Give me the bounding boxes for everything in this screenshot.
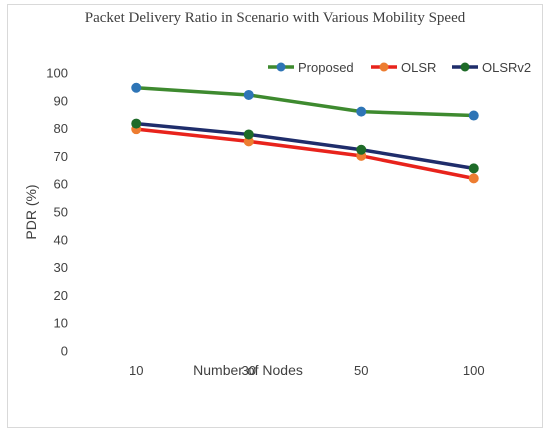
x-tick-label: 100 bbox=[463, 363, 485, 378]
legend-label-proposed: Proposed bbox=[298, 60, 354, 75]
legend-label-olsrv2: OLSRv2 bbox=[482, 60, 531, 75]
data-point-olsrv2 bbox=[131, 118, 142, 129]
legend-marker-olsrv2 bbox=[460, 62, 470, 72]
series-line-olsrv2 bbox=[134, 121, 476, 171]
y-tick-label: 90 bbox=[54, 93, 68, 108]
y-axis-ticks: 0 10 20 30 40 50 60 70 80 90 100 bbox=[46, 66, 68, 359]
y-tick-label: 50 bbox=[54, 205, 68, 220]
y-tick-label: 100 bbox=[46, 66, 68, 81]
chart-title: Packet Delivery Ratio in Scenario with V… bbox=[84, 10, 466, 26]
data-point-proposed bbox=[356, 106, 367, 117]
x-tick-label: 30 bbox=[242, 363, 256, 378]
x-tick-label: 10 bbox=[129, 363, 143, 378]
data-point-olsrv2 bbox=[468, 163, 479, 174]
y-tick-label: 60 bbox=[54, 177, 68, 192]
data-point-proposed bbox=[468, 110, 479, 121]
data-point-proposed bbox=[243, 89, 254, 100]
y-tick-label: 20 bbox=[54, 288, 68, 303]
chart-frame bbox=[7, 4, 543, 428]
data-point-olsrv2 bbox=[243, 129, 254, 140]
y-tick-label: 30 bbox=[54, 260, 68, 275]
legend-marker-proposed bbox=[276, 62, 286, 72]
legend: Proposed OLSR OLSRv2 bbox=[268, 60, 531, 75]
y-tick-label: 40 bbox=[54, 232, 68, 247]
legend-label-olsr: OLSR bbox=[401, 60, 436, 75]
y-tick-label: 0 bbox=[61, 344, 68, 359]
series-line-proposed bbox=[134, 85, 476, 118]
x-axis-ticks: 10 30 50 100 bbox=[129, 363, 485, 378]
x-axis-label: Number of Nodes bbox=[193, 362, 303, 378]
y-tick-label: 10 bbox=[54, 316, 68, 331]
series-layer bbox=[131, 82, 479, 184]
data-point-olsrv2 bbox=[356, 144, 367, 155]
y-axis-label: PDR (%) bbox=[23, 184, 39, 239]
y-tick-label: 70 bbox=[54, 149, 68, 164]
data-point-olsr bbox=[468, 173, 479, 184]
data-point-proposed bbox=[131, 82, 142, 93]
x-tick-label: 50 bbox=[354, 363, 368, 378]
series-line-olsr bbox=[134, 127, 476, 181]
legend-marker-olsr bbox=[379, 62, 389, 72]
y-tick-label: 80 bbox=[54, 121, 68, 136]
